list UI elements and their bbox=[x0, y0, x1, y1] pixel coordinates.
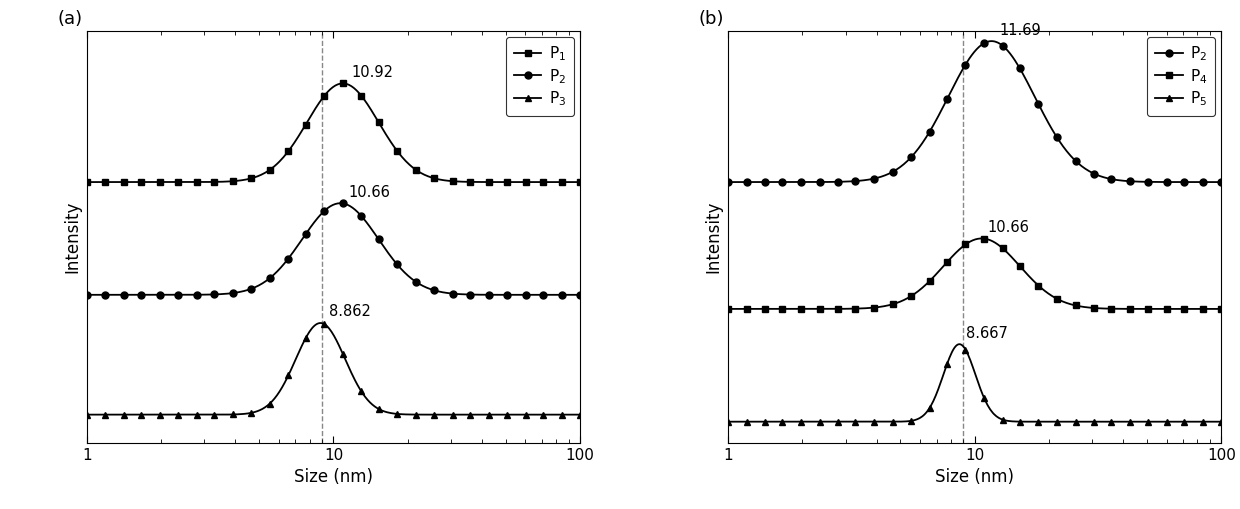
X-axis label: Size (nm): Size (nm) bbox=[935, 468, 1014, 486]
Y-axis label: Intensity: Intensity bbox=[704, 201, 723, 273]
Text: 10.66: 10.66 bbox=[348, 185, 391, 200]
Y-axis label: Intensity: Intensity bbox=[63, 201, 82, 273]
Text: 10.66: 10.66 bbox=[988, 220, 1029, 235]
X-axis label: Size (nm): Size (nm) bbox=[294, 468, 373, 486]
Legend: P$_2$, P$_4$, P$_5$: P$_2$, P$_4$, P$_5$ bbox=[1147, 37, 1215, 116]
Text: 8.862: 8.862 bbox=[329, 304, 371, 320]
Text: 8.667: 8.667 bbox=[966, 326, 1008, 341]
Text: (b): (b) bbox=[698, 10, 724, 28]
Text: 11.69: 11.69 bbox=[999, 22, 1042, 38]
Text: (a): (a) bbox=[57, 10, 82, 28]
Text: 10.92: 10.92 bbox=[351, 65, 393, 80]
Legend: P$_1$, P$_2$, P$_3$: P$_1$, P$_2$, P$_3$ bbox=[506, 37, 574, 116]
